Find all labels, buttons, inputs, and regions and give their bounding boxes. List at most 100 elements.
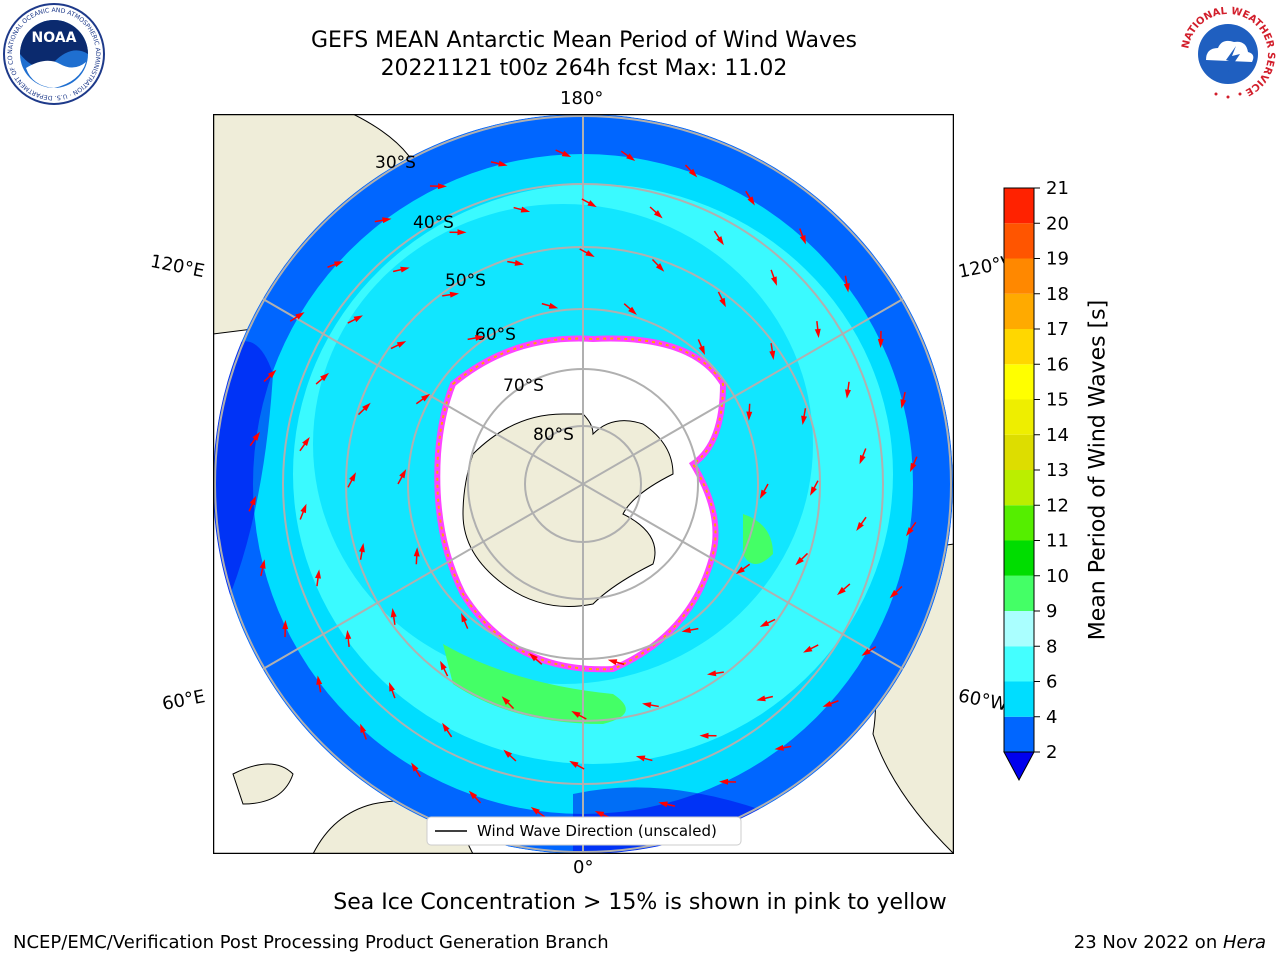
wind-arrow-head bbox=[719, 778, 729, 785]
colorbar-box bbox=[1004, 505, 1034, 541]
colorbar-box bbox=[1004, 470, 1034, 506]
colorbar-tick-label: 6 bbox=[1046, 672, 1057, 693]
colorbar-box bbox=[1004, 646, 1034, 682]
wind-arrow-head bbox=[300, 503, 307, 514]
map-legend: Wind Wave Direction (unscaled) bbox=[426, 816, 742, 846]
colorbar-box bbox=[1004, 434, 1034, 470]
wind-arrow-head bbox=[735, 566, 745, 575]
colorbar-tick-label: 16 bbox=[1046, 354, 1069, 375]
wind-arrow-head bbox=[333, 261, 344, 268]
dark-blue-patch-1 bbox=[213, 341, 273, 634]
wind-arrow-head bbox=[440, 660, 447, 671]
wind-arrow-head bbox=[362, 402, 371, 412]
wind-arrow-head bbox=[628, 306, 637, 315]
wind-arrow-head bbox=[349, 472, 356, 482]
wind-arrow-head bbox=[822, 700, 833, 707]
wind-arrow-head bbox=[799, 234, 806, 245]
footer-branch: NCEP/EMC/Verification Post Processing Pr… bbox=[13, 932, 609, 953]
wind-arrow-head bbox=[845, 389, 851, 399]
colorbar-tick-label: 13 bbox=[1046, 460, 1069, 481]
wind-arrow-head bbox=[302, 436, 310, 447]
colorbar-tick-label: 15 bbox=[1046, 390, 1069, 411]
wind-arrow-head bbox=[442, 722, 450, 732]
wind-arrow-head bbox=[843, 283, 850, 293]
wind-arrow-head bbox=[295, 312, 305, 320]
wind-arrow-head bbox=[468, 790, 478, 800]
colorbar-box bbox=[1004, 540, 1034, 576]
wind-arrow-head bbox=[548, 302, 559, 309]
colorbar-tick-label: 19 bbox=[1046, 249, 1069, 270]
wind-arrow-head bbox=[653, 210, 663, 219]
lat-label-60s: 60°S bbox=[475, 325, 516, 345]
lat-label-70s: 70°S bbox=[503, 376, 544, 396]
wind-arrow-head bbox=[252, 431, 261, 441]
nws-logo: NATIONAL WEATHER SERVICE bbox=[1178, 4, 1278, 104]
colorbar-tick-label: 12 bbox=[1046, 495, 1069, 516]
wind-arrow-head bbox=[877, 338, 884, 348]
forecast-info: 20221121 t00z 264h fcst Max: 11.02 bbox=[380, 56, 788, 81]
wind-arrow-head bbox=[861, 648, 871, 656]
wind-arrow-head bbox=[315, 569, 321, 579]
wind-arrow-head bbox=[837, 586, 846, 596]
wind-arrow-head bbox=[642, 702, 652, 709]
wind-arrow-head bbox=[571, 711, 581, 718]
colorbar-tick-label: 9 bbox=[1046, 601, 1057, 622]
wind-arrow-head bbox=[859, 454, 866, 465]
wind-arrow-head bbox=[655, 263, 665, 272]
map-title: GEFS MEAN Antarctic Mean Period of Wind … bbox=[311, 28, 857, 53]
wind-arrow-head bbox=[475, 335, 485, 341]
footer-date-text: 23 Nov 2022 on bbox=[1073, 932, 1223, 953]
wind-arrow-head bbox=[747, 196, 755, 206]
polar-map: 30°S 40°S 50°S 60°S 70°S 80°S Wind Wave … bbox=[213, 114, 954, 854]
wind-arrow-head bbox=[529, 653, 538, 662]
colorbar-tick-label: 21 bbox=[1046, 180, 1069, 199]
land-madagascar bbox=[232, 763, 294, 805]
wind-arrow-head bbox=[658, 801, 668, 808]
colorbar-box bbox=[1004, 223, 1034, 259]
wind-arrow-head bbox=[514, 259, 524, 266]
wind-arrow-head bbox=[382, 217, 392, 224]
colorbar-box bbox=[1004, 575, 1034, 611]
legend-label: Wind Wave Direction (unscaled) bbox=[477, 822, 717, 840]
wind-arrow-head bbox=[756, 695, 766, 702]
wind-arrow-head bbox=[759, 489, 767, 499]
wind-arrow-head bbox=[503, 749, 513, 758]
wind-arrow-head bbox=[585, 250, 595, 257]
colorbar-tick-label: 8 bbox=[1046, 636, 1057, 657]
wind-arrow-head bbox=[909, 462, 917, 473]
wind-arrow-head bbox=[437, 183, 447, 190]
wind-arrow-head bbox=[399, 469, 407, 479]
colorbar-tick-label: 2 bbox=[1046, 742, 1057, 763]
lat-label-30s: 30°S bbox=[375, 153, 416, 173]
colorbar-box bbox=[1004, 716, 1034, 752]
wind-arrow-head bbox=[801, 415, 808, 425]
wind-arrow-head bbox=[390, 607, 397, 618]
colorbar-box bbox=[1004, 399, 1034, 435]
wind-arrow-head bbox=[282, 620, 289, 630]
wind-arrow-head bbox=[814, 328, 821, 339]
wind-arrow-head bbox=[461, 612, 468, 623]
wind-arrow-head bbox=[889, 589, 899, 599]
colorbar-box bbox=[1004, 681, 1034, 717]
wind-arrow-head bbox=[905, 527, 914, 537]
colorbar-label: Mean Period of Wind Waves [s] bbox=[1085, 299, 1111, 641]
lon-label-0: 0° bbox=[573, 857, 594, 878]
colorbar-tick-label: 18 bbox=[1046, 284, 1069, 305]
wind-arrow-head bbox=[635, 755, 646, 762]
footer-date: 23 Nov 2022 on Hera bbox=[1074, 932, 1266, 953]
wind-arrow-head bbox=[267, 369, 277, 379]
wind-arrow-head bbox=[520, 206, 531, 213]
wind-arrow-head bbox=[360, 723, 367, 734]
lat-label-40s: 40°S bbox=[413, 213, 454, 233]
noaa-logo: NATIONAL OCEANIC AND ATMOSPHERIC ADMINIS… bbox=[2, 2, 105, 105]
wind-arrow-head bbox=[810, 486, 817, 496]
wind-arrow-head bbox=[249, 495, 257, 506]
colorbar-box bbox=[1004, 258, 1034, 294]
wind-wave-arrows bbox=[248, 149, 918, 819]
wind-arrow-head bbox=[498, 160, 508, 167]
colorbar-box bbox=[1004, 293, 1034, 329]
wind-arrow-head bbox=[759, 620, 770, 627]
colorbar-extend bbox=[1003, 751, 1035, 782]
wind-arrow-head bbox=[345, 629, 352, 640]
colorbar-boxes bbox=[1003, 187, 1035, 782]
